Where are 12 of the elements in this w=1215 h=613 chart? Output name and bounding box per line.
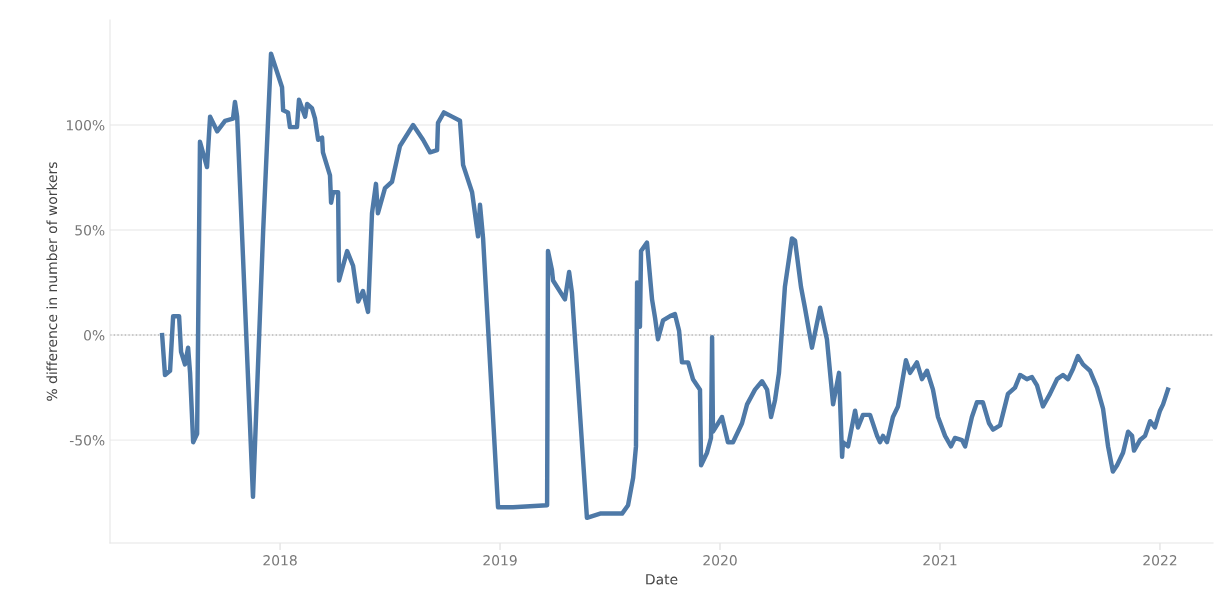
- x-axis-title: Date: [646, 574, 678, 585]
- x-tick-label: 2020: [703, 555, 737, 566]
- x-tick-label: 2022: [1143, 555, 1177, 566]
- y-tick-label: 50%: [75, 225, 105, 236]
- x-tick-label: 2018: [263, 555, 297, 566]
- line-series: [159, 51, 1171, 521]
- y-axis-title: % difference in number of workers: [46, 162, 58, 401]
- x-tick-label: 2019: [483, 555, 517, 566]
- x-tick-label: 2021: [923, 555, 957, 566]
- y-tick-label: -50%: [69, 435, 105, 446]
- y-tick-label: 0%: [84, 330, 105, 341]
- y-tick-label: 100%: [66, 119, 105, 131]
